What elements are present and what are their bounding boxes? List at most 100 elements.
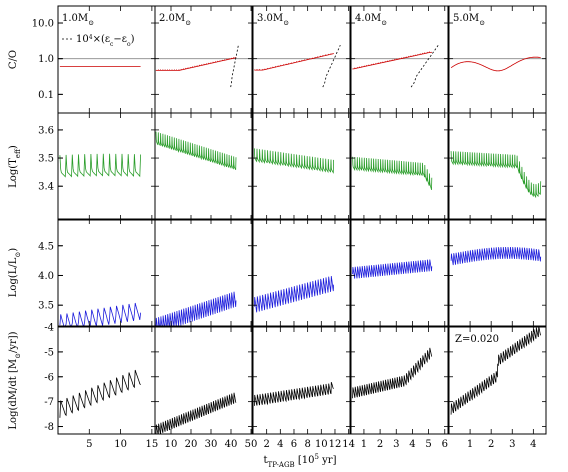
y-tick-label: -7 [44,397,54,408]
composition-curve [322,44,341,88]
mass-label: 4.0M⊙ [355,13,387,27]
series-line [352,156,433,190]
x-tick-label: 20 [185,439,198,450]
series-line [155,56,237,71]
x-tick-label: 10 [315,439,328,450]
mass-label: 1.0M⊙ [62,13,94,27]
series-line [254,52,334,71]
panel: 4.5 4.0 3.5 [38,218,156,328]
mass-label: 2.0M⊙ [159,13,191,27]
panel [252,218,351,327]
series-line [155,392,237,435]
panel: -4 -5 -6 -7 -8 5 10 15 [44,323,158,451]
panel: 3.0M⊙ [252,5,351,114]
x-tick-label: 4 [530,439,536,450]
y-tick-label: -5 [44,347,54,358]
panel: 4.0M⊙ [350,5,449,114]
y-tick-label: 3.4 [38,182,54,193]
series-line [450,325,542,415]
y-tick-label: 4.0 [38,271,54,282]
panel-frame [448,112,547,221]
x-tick-label: 15 [146,439,159,450]
panel: 3.6 3.5 3.4 [38,112,156,221]
series-line [352,259,433,279]
panel-frame [350,218,449,327]
x-tick-label: 2 [488,439,494,450]
series-line [59,302,141,328]
x-tick-label: 8 [304,439,310,450]
x-tick-label: 4 [409,439,415,450]
series-line [352,51,433,70]
panel-frame [350,112,449,221]
metallicity-label: Z=0.020 [455,334,499,345]
x-tick-label: 3 [393,439,399,450]
x-tick-label: 5 [425,439,431,450]
y-tick-label: 10.0 [32,19,54,30]
x-tick-label: 5 [86,439,92,450]
series-line [155,291,237,327]
panel: 1 2 3 4 [448,325,547,450]
y-tick-label: -6 [44,372,54,383]
y-axis-label: Log(Teff) [8,145,22,188]
panel [350,218,449,327]
panel-frame [350,326,449,435]
panel-frame [252,112,351,221]
x-tick-label: 4 [277,439,283,450]
series-line [254,381,334,406]
panel-frame [252,218,351,327]
series-line [59,369,141,418]
panel-frame [57,326,156,435]
panel [448,218,547,327]
x-tick-label: 6 [442,439,448,450]
panel-frame [154,218,253,327]
series-line [155,131,237,170]
y-axis-label: C/O [8,50,19,69]
legend-label: 104×(εc−εo) [76,34,135,48]
panel [448,112,547,221]
x-axis-label: tTP-AGB [105 yr] [264,453,337,469]
y-tick-label: 0.1 [38,90,54,101]
panel-frame [252,326,351,435]
series-line [450,246,542,266]
x-tick-label: 12 [329,439,342,450]
y-tick-label: 3.5 [38,154,54,165]
panel-frame [154,112,253,221]
y-tick-label: 1.0 [38,54,54,65]
panel: 2.0M⊙ [154,5,253,114]
y-axis-label: Log(dM/dt [M⊙/yr]) [8,331,22,429]
x-tick-label: 30 [205,439,218,450]
x-tick-label: 1 [361,439,367,450]
y-axis-label: Log(L/L⊙) [8,248,22,298]
mass-label: 5.0M⊙ [453,13,485,27]
series-line [59,153,141,178]
panel-frame [448,218,547,327]
x-tick-label: 1 [467,439,473,450]
panel-frame [57,218,156,327]
panel-frame [448,326,547,435]
x-tick-label: 40 [225,439,238,450]
x-tick-label: 14 [342,439,355,450]
series-line [352,347,433,399]
x-tick-label: 10 [165,439,178,450]
x-tick-label: 50 [245,439,258,450]
panel-frame [154,326,253,435]
panel [252,112,351,221]
panel: 10 20 30 40 50 [154,326,258,450]
series-line [450,56,541,72]
panel [154,218,253,327]
x-tick-label: 6 [291,439,297,450]
x-tick-label: 2 [377,439,383,450]
composition-curve [230,45,239,88]
panel: 2 4 6 8 10 12 14 [252,326,355,450]
y-tick-label: -4 [44,323,54,334]
panel: 10.0 1.0 0.1 1.0M⊙ [32,5,156,114]
series-line [254,148,334,174]
series-line [450,151,542,199]
y-tick-label: 4.5 [38,241,54,252]
y-tick-label: 3.5 [38,301,54,312]
x-tick-label: 3 [509,439,515,450]
panel [350,112,449,221]
